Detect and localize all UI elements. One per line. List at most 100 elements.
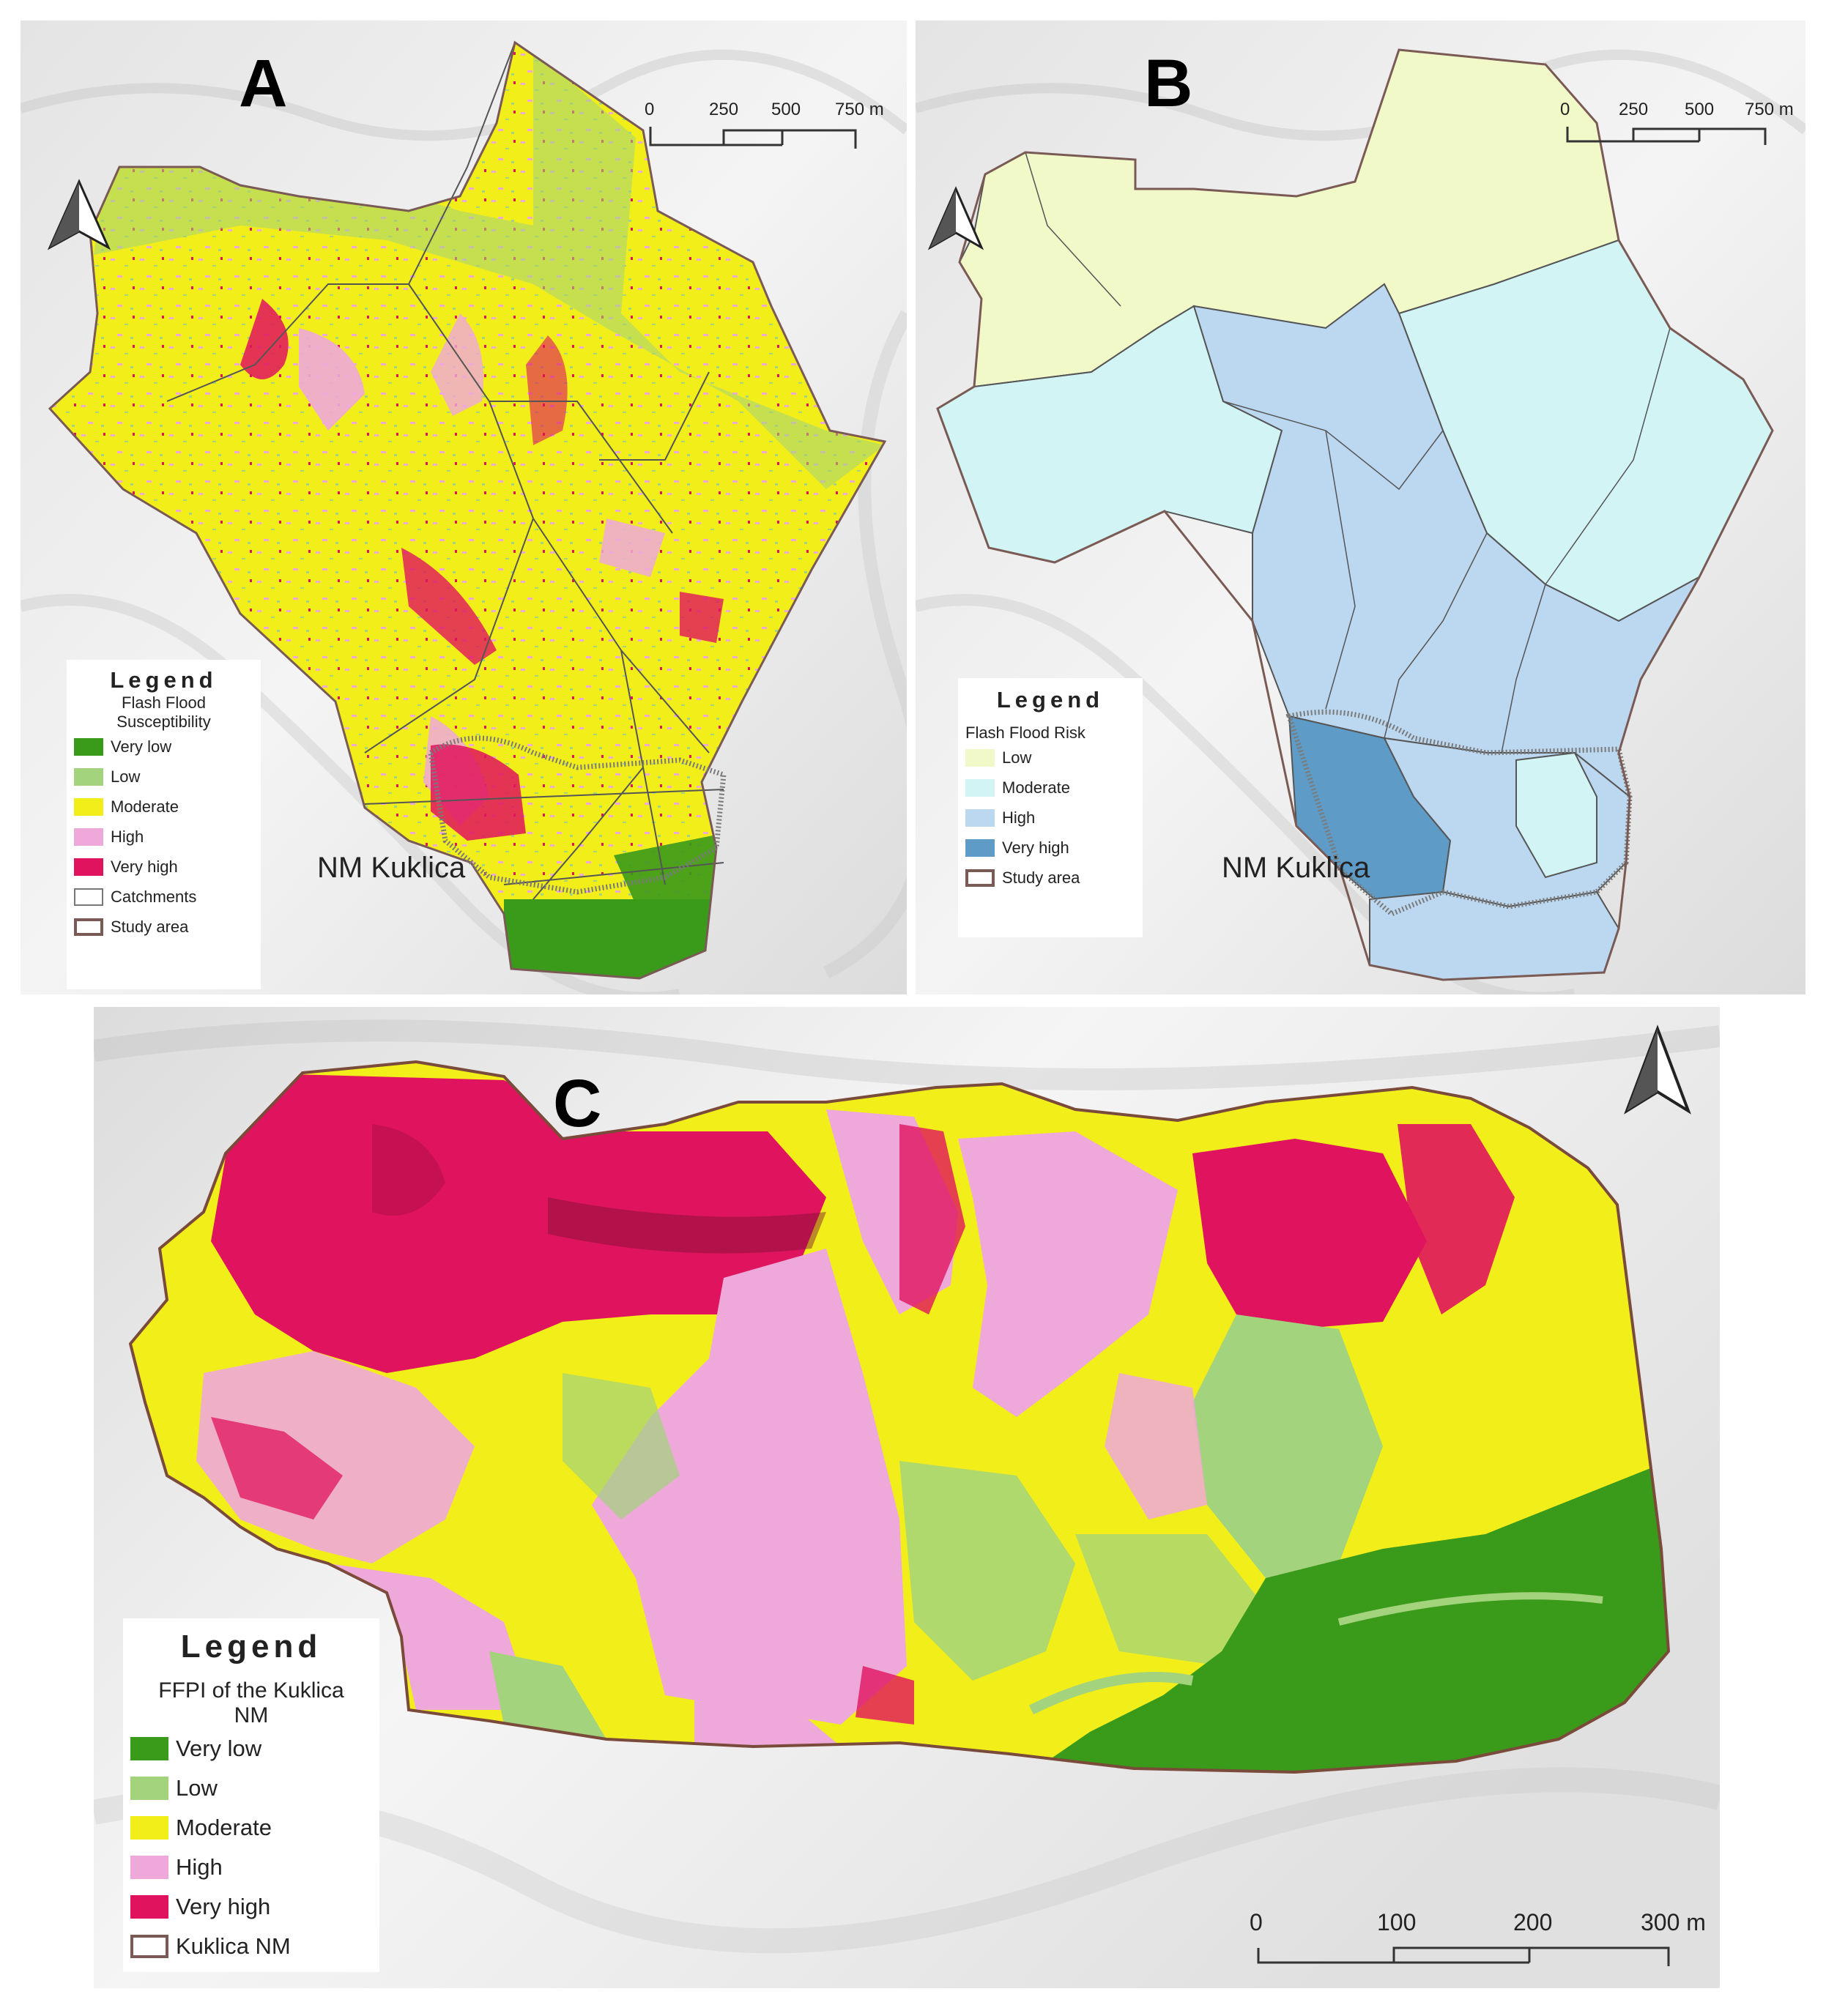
legend-label: Very high [1002,838,1069,857]
legend-swatch [130,1935,168,1958]
legend-subtitle: Susceptibility [116,713,211,731]
legend-label: Catchments [111,888,197,906]
kuklica-nm-boundary [128,1060,1671,1774]
legend-swatch [74,858,103,876]
scale-tick-label: 0 [1250,1909,1263,1935]
scale-bar-a [649,127,857,149]
legend-label: Moderate [176,1815,272,1840]
scale-tick-label: 500 [1685,100,1715,119]
legend-subtitle: Flash Flood Risk [965,724,1085,742]
legend-subtitle: FFPI of the Kuklica [158,1678,344,1703]
scale-tick-label: 300 m [1641,1909,1706,1935]
legend-label: High [111,827,144,846]
legend-label: Kuklica NM [176,1933,291,1959]
legend-label: Very low [111,737,172,756]
legend-label: Moderate [1002,778,1070,797]
scale-tick-label: 200 [1513,1909,1553,1935]
scale-tick-label: 0 [1560,100,1570,119]
legend-item-very-high: Very high [130,1894,372,1920]
watershed-boundary [48,40,887,980]
panel-a-place-label: NM Kuklica [317,852,466,884]
catchment-lines [166,42,724,900]
legend-swatch [965,779,995,797]
panel-c-map: C 0 100 200 300 m Legend FFPI of the Kuk… [94,1007,1720,1988]
legend-item-very-high: Very high [965,838,1135,858]
scale-bar-c [1257,1946,1670,1966]
legend-swatch [74,798,103,816]
legend-item-high: High [965,808,1135,827]
panel-b-map: B NM Kuklica 0 250 500 750 m Legend Flas… [916,21,1805,994]
panel-a-canvas [21,21,907,994]
north-arrow-icon [1624,1024,1691,1115]
legend-items: Very low Low Moderate High Very high Kuklica … [130,1736,372,1960]
hillshade-ridges [21,49,907,994]
legend-subtitle: NM [234,1703,269,1727]
scale-tick-label: 750 m [835,100,884,119]
risk-catchments [936,48,1774,981]
legend-label: High [1002,808,1036,827]
legend-label: Very low [176,1736,262,1761]
legend-items: Very low Low Moderate High Very high Catchmen… [74,737,253,937]
panel-b-legend: Legend Flash Flood Risk Low Moderate High V… [958,678,1143,937]
legend-title: Legend [996,687,1105,713]
legend-swatch [965,839,995,857]
panel-b-letter: B [1144,46,1193,121]
legend-title: Legend [180,1629,322,1664]
legend-swatch [130,1856,168,1879]
legend-item-catchments: Catchments [74,888,253,907]
legend-item-high: High [74,827,253,847]
panel-c-canvas [94,1007,1720,1988]
scale-tick-label: 100 [1377,1909,1417,1935]
legend-item-low: Low [74,767,253,786]
legend-swatch [130,1895,168,1919]
panel-a-map: A NM Kuklica 0 250 500 750 m Legend Flas… [21,21,907,994]
legend-label: Study area [1002,868,1080,887]
legend-items: Low Moderate High Very high Study area [965,748,1135,888]
legend-swatch [74,918,103,936]
legend-item-moderate: Moderate [74,797,253,817]
legend-label: Moderate [111,797,179,816]
panel-b-place-label: NM Kuklica [1222,852,1370,884]
legend-swatch [74,768,103,786]
legend-swatch [130,1816,168,1840]
legend-item-study-area: Study area [965,868,1135,888]
legend-swatch [965,869,995,887]
legend-item-low: Low [965,748,1135,767]
legend-subtitle: Flash Flood [122,693,206,712]
legend-swatch [965,809,995,827]
legend-swatch [130,1777,168,1800]
scale-tick-label: 500 [771,100,801,119]
legend-swatch [74,738,103,756]
panel-c-letter: C [553,1066,602,1141]
scale-tick-label: 0 [645,100,655,119]
legend-item-kuklica-nm: Kuklica NM [130,1933,372,1960]
legend-swatch [74,888,103,906]
legend-label: Low [1002,748,1032,767]
legend-item-very-low: Very low [130,1736,372,1762]
watershed-boundary [936,48,1774,981]
risk-sub-lines [1025,152,1671,754]
scale-tick-label: 250 [1619,100,1649,119]
legend-item-very-high: Very high [74,858,253,877]
legend-item-high: High [130,1854,372,1881]
legend-swatch [130,1737,168,1760]
legend-label: Study area [111,918,189,936]
legend-label: Low [111,767,141,786]
legend-title: Legend [110,667,218,693]
legend-item-study-area: Study area [74,918,253,937]
legend-item-low: Low [130,1775,372,1801]
panel-a-legend: Legend Flash Flood Susceptibility Very l… [67,660,261,989]
scale-tick-label: 750 m [1745,100,1794,119]
legend-item-very-low: Very low [74,737,253,756]
north-arrow-icon [927,186,984,250]
legend-item-moderate: Moderate [130,1815,372,1841]
legend-item-moderate: Moderate [965,778,1135,797]
scale-bar-b [1566,127,1767,145]
legend-label: Very high [111,858,178,876]
north-arrow-icon [47,179,111,250]
legend-label: Very high [176,1894,271,1919]
legend-swatch [74,828,103,846]
panel-c-legend: Legend FFPI of the Kuklica NM Very low Lo… [123,1618,379,1972]
legend-swatch [965,749,995,767]
legend-label: High [176,1854,223,1880]
